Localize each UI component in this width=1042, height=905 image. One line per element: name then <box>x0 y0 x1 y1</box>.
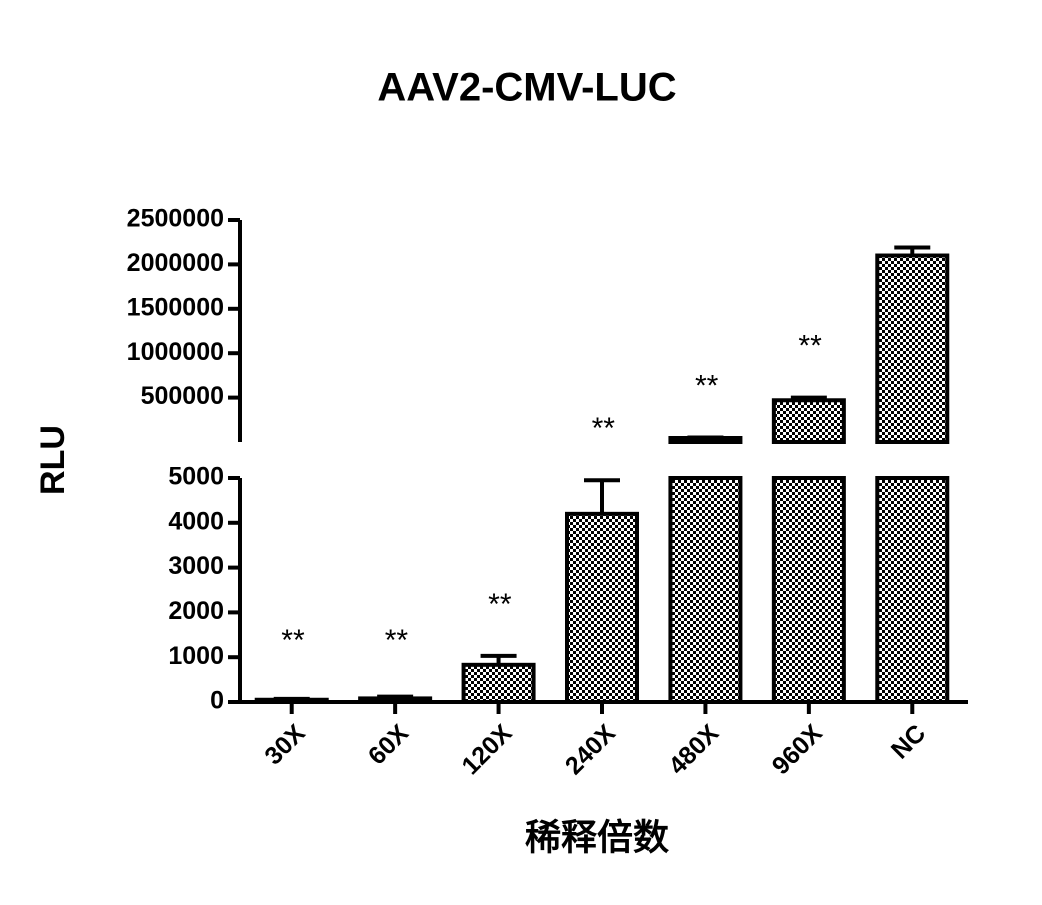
x-tick-label: NC <box>886 719 931 764</box>
significance-label: ** <box>280 624 305 657</box>
significance-label: ** <box>797 330 822 363</box>
x-tick-label: 30X <box>259 719 310 770</box>
significance-label: ** <box>383 624 408 657</box>
y-tick-label: 0 <box>210 687 224 715</box>
y-tick-label: 1000 <box>168 642 224 670</box>
y-tick-label: 500000 <box>141 382 224 410</box>
y-tick-label: 4000 <box>168 507 224 535</box>
bar <box>668 476 743 704</box>
bar <box>875 476 950 704</box>
significance-label: ** <box>694 369 719 402</box>
x-tick-label: 240X <box>560 719 621 780</box>
y-tick-label: 2500000 <box>127 205 224 233</box>
y-tick-label: 2000000 <box>127 249 224 277</box>
x-axis-label: 稀释倍数 <box>525 817 669 858</box>
significance-label: ** <box>590 412 615 445</box>
y-tick-label: 5000 <box>168 463 224 491</box>
bar <box>875 253 950 444</box>
bar <box>461 662 536 704</box>
x-tick-label: 120X <box>456 719 517 780</box>
y-tick-label: 3000 <box>168 552 224 580</box>
bar <box>771 476 846 704</box>
x-tick-label: 60X <box>363 719 414 770</box>
bar <box>358 696 433 705</box>
chart-title: AAV2-CMV-LUC <box>377 66 676 110</box>
y-tick-label: 1500000 <box>127 293 224 321</box>
x-tick-label: 960X <box>767 719 828 780</box>
y-tick-label: 2000 <box>168 597 224 625</box>
bar <box>565 511 639 705</box>
y-tick-label: 1000000 <box>127 338 224 366</box>
y-axis-label: RLU <box>34 425 72 495</box>
bar <box>771 398 846 445</box>
x-tick-label: 480X <box>663 719 724 780</box>
significance-label: ** <box>487 588 512 621</box>
